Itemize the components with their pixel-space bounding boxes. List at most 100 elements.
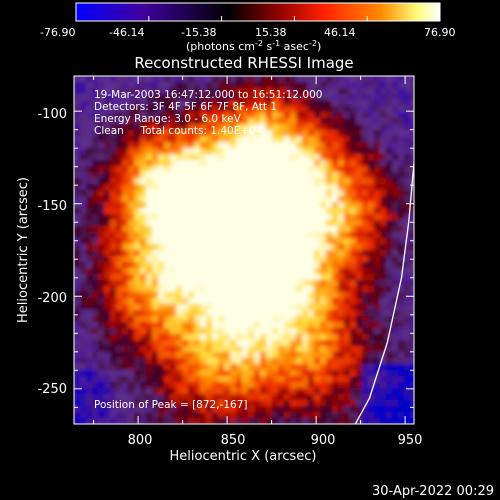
heatmap-cell: [188, 334, 195, 341]
heatmap-cell: [236, 220, 243, 227]
heatmap-cell: [170, 142, 177, 149]
heatmap-cell: [188, 376, 195, 383]
heatmap-cell: [146, 88, 153, 95]
heatmap-cell: [356, 208, 363, 215]
heatmap-cell: [236, 256, 243, 263]
heatmap-cell: [236, 412, 243, 419]
heatmap-cell: [362, 94, 369, 101]
heatmap-cell: [296, 190, 303, 197]
heatmap-cell: [362, 214, 369, 221]
heatmap-cell: [74, 400, 81, 407]
heatmap-cell: [356, 298, 363, 305]
heatmap-cell: [194, 100, 201, 107]
annotation-peak: Position of Peak = [872,-167]: [94, 399, 248, 411]
heatmap-cell: [266, 286, 273, 293]
heatmap-cell: [272, 400, 279, 407]
heatmap-cell: [392, 292, 399, 299]
heatmap-cell: [350, 400, 357, 407]
heatmap-cell: [146, 124, 153, 131]
heatmap-cell: [182, 136, 189, 143]
heatmap-cell: [218, 142, 225, 149]
heatmap-cell: [152, 220, 159, 227]
heatmap-cell: [404, 190, 411, 197]
heatmap-cell: [332, 112, 339, 119]
heatmap-cell: [302, 100, 309, 107]
heatmap-cell: [278, 370, 285, 377]
heatmap-cell: [290, 130, 297, 137]
heatmap-cell: [110, 130, 117, 137]
heatmap-cell: [392, 400, 399, 407]
heatmap-cell: [170, 82, 177, 89]
heatmap-cell: [116, 268, 123, 275]
heatmap-cell: [104, 280, 111, 287]
heatmap-cell: [254, 250, 261, 257]
heatmap-cell: [92, 310, 99, 317]
heatmap-cell: [116, 418, 123, 424]
heatmap-cell: [218, 190, 225, 197]
heatmap-cell: [284, 304, 291, 311]
heatmap-cell: [116, 148, 123, 155]
heatmap-cell: [410, 292, 414, 299]
heatmap-cell: [404, 322, 411, 329]
heatmap-cell: [104, 118, 111, 125]
heatmap-cell: [242, 310, 249, 317]
heatmap-cell: [146, 334, 153, 341]
heatmap-cell: [314, 148, 321, 155]
heatmap-cell: [410, 232, 414, 239]
heatmap-cell: [368, 352, 375, 359]
heatmap-cell: [122, 262, 129, 269]
heatmap-cell: [326, 112, 333, 119]
heatmap-cell: [278, 184, 285, 191]
heatmap-cell: [86, 226, 93, 233]
heatmap-cell: [368, 310, 375, 317]
heatmap-cell: [248, 412, 255, 419]
heatmap-cell: [98, 82, 105, 89]
heatmap-cell: [116, 154, 123, 161]
heatmap-cell: [260, 160, 267, 167]
heatmap-cell: [404, 418, 411, 424]
heatmap-cell: [266, 352, 273, 359]
heatmap-cell: [74, 232, 81, 239]
heatmap-cell: [176, 124, 183, 131]
heatmap-cell: [218, 262, 225, 269]
heatmap-cell: [344, 118, 351, 125]
heatmap-cell: [176, 202, 183, 209]
heatmap-cell: [164, 298, 171, 305]
heatmap-cell: [92, 214, 99, 221]
heatmap-cell: [320, 130, 327, 137]
heatmap-cell: [104, 124, 111, 131]
heatmap-cell: [278, 142, 285, 149]
heatmap-cell: [410, 352, 414, 359]
heatmap-cell: [302, 382, 309, 389]
heatmap-cell: [266, 142, 273, 149]
heatmap-cell: [110, 262, 117, 269]
heatmap-cell: [302, 388, 309, 395]
heatmap-cell: [410, 88, 414, 95]
heatmap-cell: [152, 256, 159, 263]
heatmap-cell: [314, 184, 321, 191]
heatmap-cell: [170, 94, 177, 101]
heatmap-cell: [134, 346, 141, 353]
heatmap-cell: [308, 412, 315, 419]
heatmap-cell: [308, 346, 315, 353]
heatmap-cell: [86, 298, 93, 305]
heatmap-cell: [98, 88, 105, 95]
heatmap-cell: [290, 76, 297, 83]
heatmap-cell: [158, 364, 165, 371]
heatmap-cell: [128, 376, 135, 383]
heatmap-cell: [74, 244, 81, 251]
heatmap-cell: [242, 418, 249, 424]
heatmap-cell: [368, 172, 375, 179]
heatmap-cell: [260, 148, 267, 155]
heatmap-cell: [164, 166, 171, 173]
heatmap-cell: [110, 256, 117, 263]
heatmap-cell: [368, 382, 375, 389]
heatmap-cell: [374, 124, 381, 131]
heatmap-cell: [320, 304, 327, 311]
heatmap-cell: [308, 232, 315, 239]
heatmap-cell: [362, 304, 369, 311]
heatmap-cell: [170, 334, 177, 341]
heatmap-cell: [296, 232, 303, 239]
heatmap-cell: [260, 328, 267, 335]
heatmap-cell: [188, 298, 195, 305]
